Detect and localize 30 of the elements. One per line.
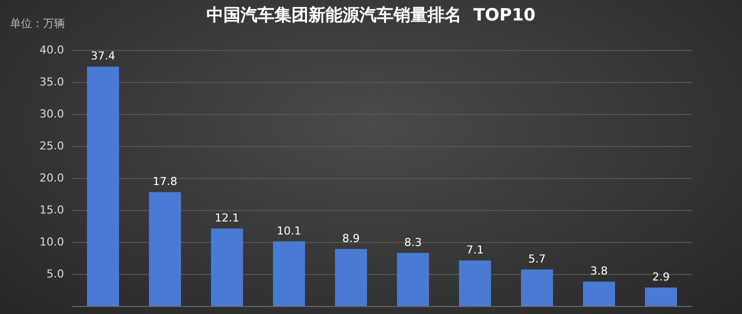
bar <box>521 270 553 306</box>
y-tick-label: 10.0 <box>40 236 64 248</box>
y-tick-label: 25.0 <box>40 140 64 152</box>
data-label: 37.4 <box>90 50 116 63</box>
y-tick-label: 15.0 <box>40 204 64 216</box>
y-tick-label: 30.0 <box>40 108 64 120</box>
bar <box>459 260 491 306</box>
data-label: 10.1 <box>276 224 302 238</box>
text: 单位：万辆 <box>10 17 65 30</box>
data-label: 7.1 <box>466 244 484 257</box>
data-label: 8.3 <box>404 236 422 249</box>
bar <box>645 287 677 306</box>
chart-title: 中国汽车集团新能源汽车销量排名 TOP10 <box>206 6 536 26</box>
bar <box>211 228 243 306</box>
data-label: 3.8 <box>590 264 608 278</box>
y-tick-label: 5.0 <box>46 268 64 280</box>
bar <box>335 249 367 306</box>
bar <box>149 192 181 306</box>
bar <box>273 241 305 306</box>
data-label: 17.8 <box>152 175 178 188</box>
y-tick-label: 40.0 <box>40 44 64 56</box>
data-label: 8.9 <box>342 232 360 246</box>
bar <box>397 252 429 306</box>
y-tick-label: 35.0 <box>40 76 64 88</box>
bar <box>87 66 119 306</box>
y-tick-label: 20.0 <box>40 172 64 184</box>
bar <box>583 282 615 306</box>
data-label: 2.9 <box>652 270 670 284</box>
data-label: 12.1 <box>214 212 240 225</box>
data-label: 5.7 <box>528 252 546 266</box>
